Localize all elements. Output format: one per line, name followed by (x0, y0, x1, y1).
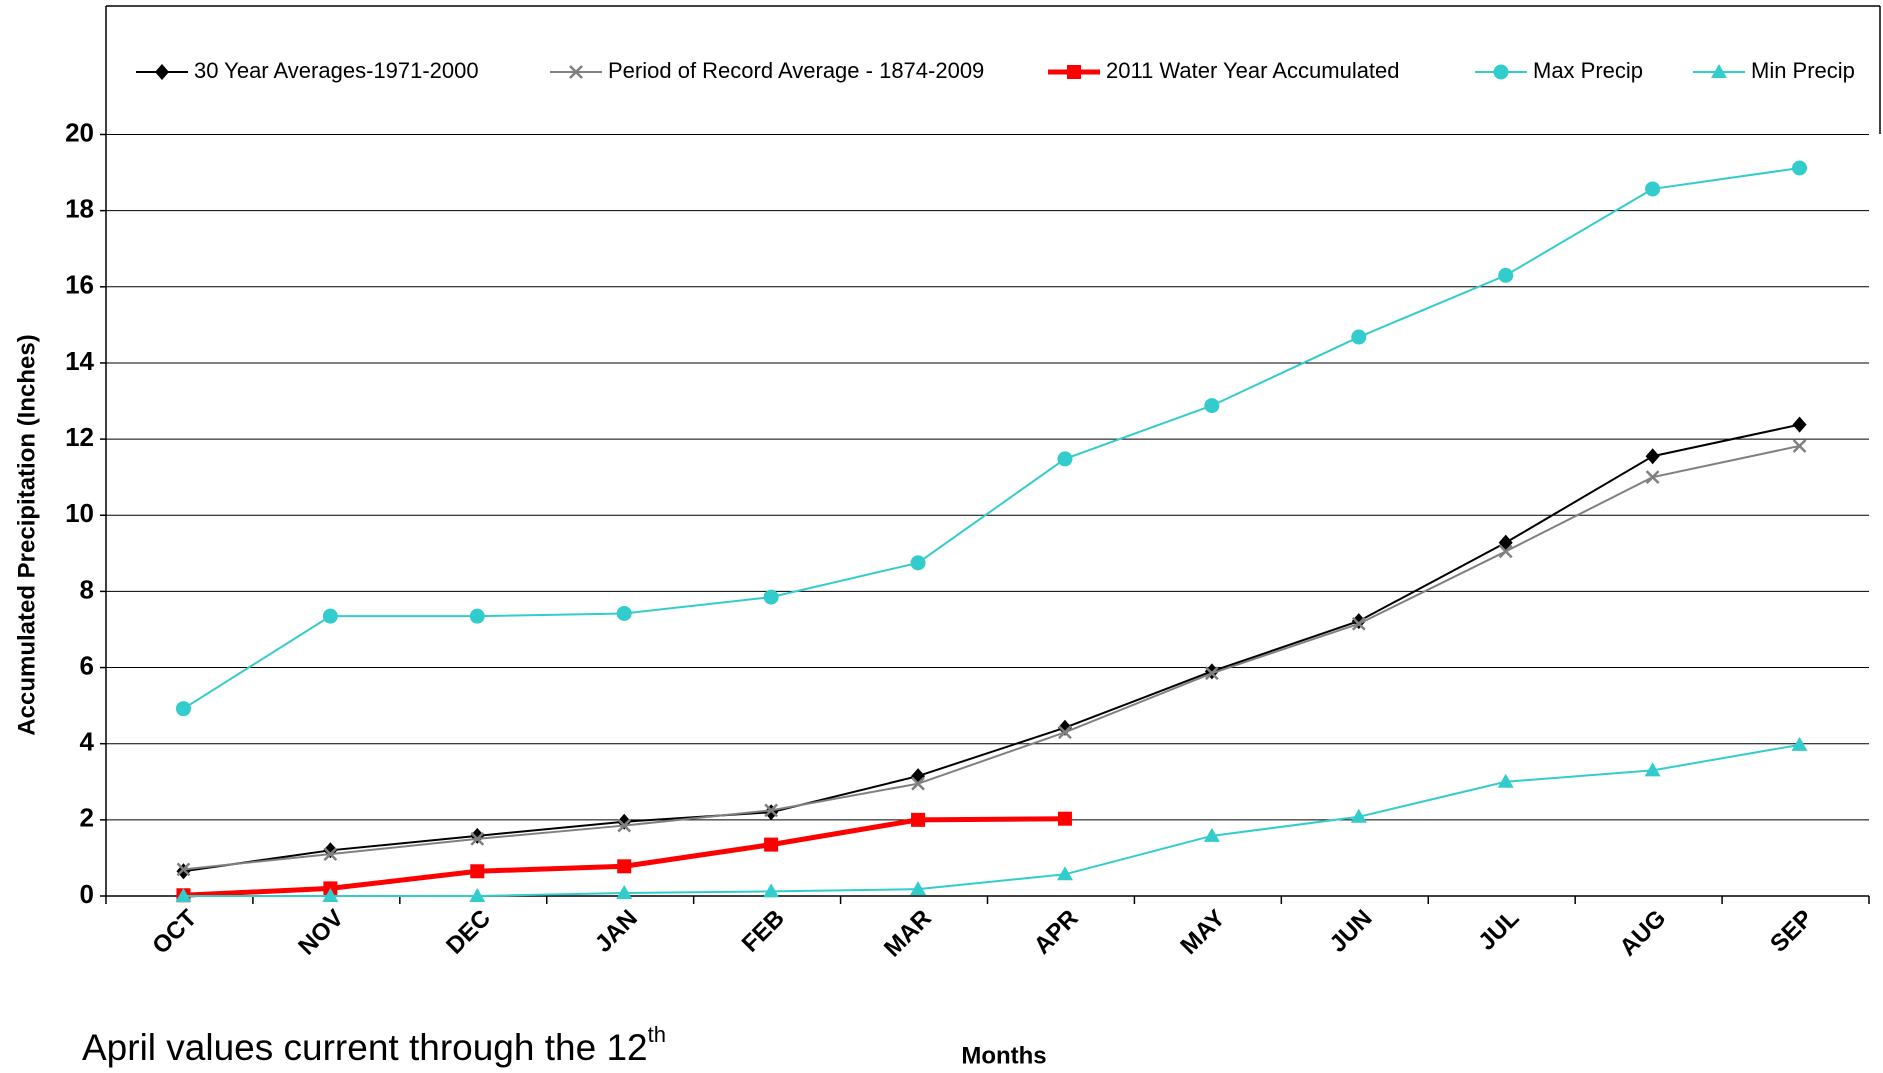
data-point (1057, 811, 1072, 826)
legend-label: Max Precip (1533, 58, 1643, 83)
y-tick-label: 10 (65, 498, 94, 528)
x-tick-label: OCT (147, 904, 202, 959)
data-point (323, 847, 338, 862)
data-point (1351, 329, 1367, 345)
data-point (1057, 451, 1073, 467)
data-point (1497, 773, 1514, 788)
x-axis-label: Months (961, 1042, 1046, 1069)
data-point (911, 812, 926, 827)
legend-label: Period of Record Average - 1874-2009 (608, 58, 984, 83)
data-point (1645, 181, 1661, 197)
x-tick-label: APR (1029, 905, 1084, 960)
y-tick-label: 8 (80, 574, 94, 604)
y-tick-label: 16 (65, 270, 94, 300)
data-point (1644, 762, 1661, 777)
y-tick-label: 12 (65, 422, 94, 452)
y-tick-label: 2 (80, 803, 94, 833)
legend-marker (155, 64, 169, 80)
data-point (470, 864, 485, 879)
legend-marker (1067, 65, 1081, 79)
series-line (183, 423, 1800, 873)
x-tick-label: NOV (293, 905, 349, 961)
y-tick-label: 20 (65, 117, 94, 147)
data-point (910, 555, 926, 571)
x-tick-label: FEB (737, 905, 790, 958)
data-point (1203, 827, 1220, 842)
annotation-superscript: th (648, 1022, 666, 1047)
data-point (322, 888, 339, 902)
data-point (763, 589, 779, 605)
data-point (470, 827, 485, 844)
y-axis-label: Accumulated Precipitation (Inches) (13, 334, 40, 735)
data-point (1056, 866, 1073, 881)
data-point (1645, 448, 1660, 465)
series-line (183, 743, 1800, 897)
data-point (1204, 666, 1219, 681)
data-point (1350, 808, 1367, 823)
series-line (183, 444, 1800, 871)
data-point (616, 884, 633, 899)
x-tick-label: DEC (441, 905, 496, 960)
x-tick-label: JUN (1324, 905, 1377, 958)
y-tick-label: 0 (80, 879, 94, 909)
data-point (1645, 470, 1660, 485)
annotation: April values current through the 12th (82, 1022, 666, 1068)
data-point (617, 818, 632, 833)
y-tick-label: 14 (65, 346, 94, 376)
legend-label: 2011 Water Year Accumulated (1106, 58, 1400, 83)
data-point (763, 883, 780, 898)
data-point (616, 605, 632, 621)
y-tick-label: 18 (65, 194, 94, 224)
data-point (1058, 725, 1072, 740)
x-tick-label: JAN (590, 905, 643, 958)
annotation-text: April values current through the 12 (82, 1027, 648, 1068)
x-tick-label: AUG (1615, 905, 1672, 962)
data-point (617, 859, 632, 874)
legend-marker (1493, 64, 1509, 80)
data-point (1498, 267, 1514, 283)
data-point (1792, 439, 1807, 453)
x-tick-label: MAY (1175, 905, 1230, 960)
data-point (1351, 616, 1366, 631)
data-point (1792, 160, 1808, 176)
data-point (1498, 544, 1513, 559)
data-point (176, 862, 191, 877)
y-tick-label: 4 (80, 727, 95, 757)
data-point (175, 888, 192, 902)
data-point (1204, 398, 1220, 414)
data-point (469, 608, 485, 624)
data-point (322, 608, 338, 624)
data-point (764, 837, 779, 852)
data-point (1791, 736, 1808, 751)
data-point (469, 888, 486, 902)
x-tick-label: MAR (879, 905, 937, 963)
series-line (182, 167, 1800, 710)
data-point (764, 803, 779, 818)
data-point (910, 881, 927, 896)
data-point (1792, 416, 1807, 433)
x-tick-label: SEP (1765, 905, 1818, 958)
series-line (183, 816, 1065, 898)
data-point (175, 701, 191, 717)
legend-marker (569, 65, 583, 79)
legend-label: 30 Year Averages-1971-2000 (194, 58, 479, 83)
legend-label: Min Precip (1751, 58, 1855, 83)
legend-marker (1711, 64, 1727, 78)
data-point (470, 832, 485, 846)
y-tick-label: 6 (80, 650, 94, 680)
data-point (911, 776, 925, 791)
x-tick-label: JUL (1473, 905, 1524, 956)
